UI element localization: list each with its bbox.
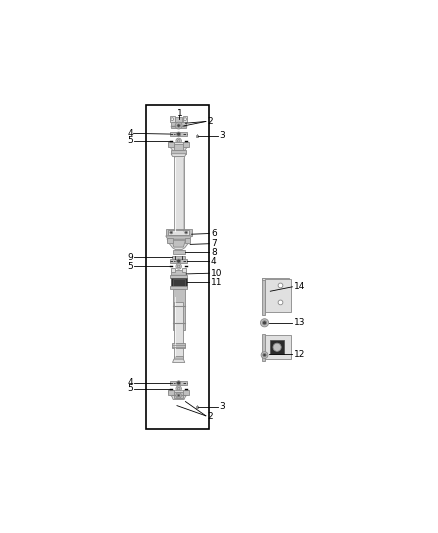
Bar bbox=[167, 238, 173, 243]
Polygon shape bbox=[169, 391, 189, 400]
Circle shape bbox=[177, 140, 180, 142]
Bar bbox=[265, 279, 291, 312]
Bar bbox=[171, 270, 186, 275]
Polygon shape bbox=[172, 240, 185, 247]
Bar bbox=[170, 278, 187, 287]
Text: 12: 12 bbox=[294, 350, 305, 359]
Circle shape bbox=[262, 321, 267, 325]
Circle shape bbox=[177, 265, 180, 268]
Bar bbox=[171, 150, 186, 154]
Bar bbox=[170, 116, 175, 122]
Circle shape bbox=[175, 122, 182, 129]
Polygon shape bbox=[167, 239, 190, 249]
Bar bbox=[265, 335, 291, 359]
Bar bbox=[196, 135, 198, 137]
Text: 6: 6 bbox=[211, 229, 217, 238]
Circle shape bbox=[170, 231, 173, 234]
Bar bbox=[174, 392, 184, 398]
Bar bbox=[174, 356, 184, 359]
Circle shape bbox=[176, 386, 181, 391]
Bar bbox=[185, 238, 190, 243]
Circle shape bbox=[177, 124, 180, 127]
Bar bbox=[262, 334, 265, 361]
Circle shape bbox=[177, 381, 181, 385]
Text: 4: 4 bbox=[127, 378, 133, 387]
Circle shape bbox=[176, 264, 181, 269]
Bar bbox=[173, 289, 185, 329]
Text: 5: 5 bbox=[127, 384, 133, 393]
Bar bbox=[170, 286, 187, 289]
Text: 4: 4 bbox=[127, 129, 133, 138]
Circle shape bbox=[278, 300, 283, 305]
Text: 4: 4 bbox=[211, 256, 216, 265]
Bar bbox=[169, 142, 174, 147]
Bar bbox=[173, 279, 185, 286]
Bar bbox=[169, 230, 189, 235]
Text: 14: 14 bbox=[294, 282, 305, 292]
Bar bbox=[170, 132, 187, 136]
Bar bbox=[175, 117, 182, 122]
Circle shape bbox=[261, 319, 268, 327]
Circle shape bbox=[261, 352, 268, 358]
Text: 7: 7 bbox=[211, 239, 217, 248]
Text: 5: 5 bbox=[127, 136, 133, 146]
Circle shape bbox=[273, 343, 281, 351]
Text: 9: 9 bbox=[127, 253, 133, 262]
Bar bbox=[172, 256, 185, 259]
Circle shape bbox=[177, 132, 181, 136]
Polygon shape bbox=[169, 142, 189, 151]
Bar bbox=[170, 381, 187, 385]
Circle shape bbox=[176, 138, 181, 143]
Circle shape bbox=[184, 118, 187, 120]
Circle shape bbox=[176, 393, 181, 398]
Text: 1: 1 bbox=[177, 109, 182, 117]
Bar bbox=[183, 116, 187, 122]
Circle shape bbox=[263, 353, 266, 357]
Bar bbox=[262, 278, 265, 315]
Bar bbox=[166, 229, 191, 236]
Bar bbox=[196, 406, 198, 408]
Circle shape bbox=[171, 118, 173, 120]
Bar bbox=[174, 144, 184, 150]
Bar bbox=[184, 142, 189, 147]
Bar bbox=[174, 302, 184, 358]
Bar bbox=[182, 268, 186, 272]
Text: 5: 5 bbox=[127, 262, 133, 271]
Bar bbox=[270, 341, 284, 354]
Circle shape bbox=[185, 231, 187, 234]
Text: 11: 11 bbox=[211, 278, 223, 287]
Text: 3: 3 bbox=[219, 402, 225, 411]
Polygon shape bbox=[173, 359, 185, 362]
Polygon shape bbox=[171, 154, 186, 157]
Bar bbox=[171, 268, 175, 272]
Bar bbox=[262, 278, 289, 280]
Text: 3: 3 bbox=[219, 131, 225, 140]
Text: 8: 8 bbox=[211, 248, 217, 257]
Polygon shape bbox=[171, 275, 186, 279]
Text: 2: 2 bbox=[208, 117, 213, 126]
Circle shape bbox=[177, 259, 181, 263]
Bar bbox=[173, 251, 185, 254]
Polygon shape bbox=[166, 236, 191, 239]
Circle shape bbox=[177, 394, 180, 397]
Bar bbox=[170, 260, 187, 263]
Text: 13: 13 bbox=[294, 318, 306, 327]
Bar bbox=[170, 275, 187, 278]
Bar bbox=[184, 390, 189, 395]
Circle shape bbox=[278, 283, 283, 288]
Bar bbox=[171, 122, 186, 127]
Bar bbox=[146, 104, 209, 429]
Text: 2: 2 bbox=[208, 413, 213, 421]
Bar bbox=[169, 390, 174, 395]
Bar bbox=[173, 157, 184, 232]
Bar bbox=[172, 343, 185, 348]
Circle shape bbox=[177, 387, 180, 390]
Text: 10: 10 bbox=[211, 269, 223, 278]
